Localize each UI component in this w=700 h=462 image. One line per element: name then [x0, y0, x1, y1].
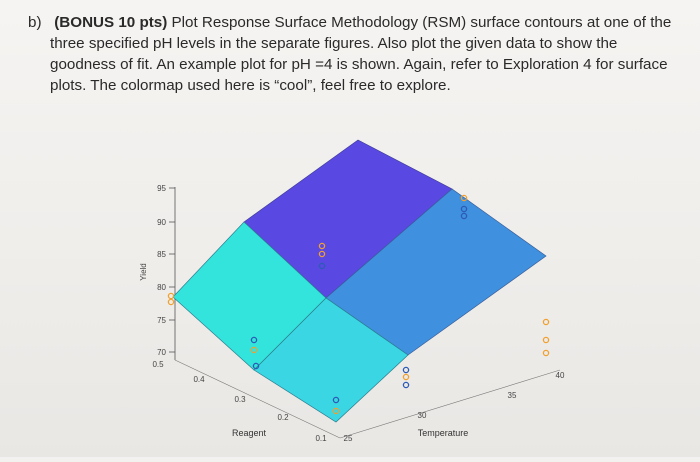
temperature-tick-label: 35 — [508, 391, 517, 400]
data-point — [167, 298, 175, 306]
reagent-tick-label: 0.5 — [152, 360, 164, 369]
z-tick-label: 85 — [157, 250, 166, 259]
temperature-tick-label: 25 — [344, 434, 353, 443]
z-tick-label: 95 — [157, 184, 166, 193]
reagent-tick-label: 0.3 — [234, 395, 246, 404]
z-tick-label: 75 — [157, 316, 166, 325]
temperature-axis-label: Temperature — [418, 428, 469, 438]
data-point — [460, 194, 468, 202]
data-point — [318, 242, 326, 250]
z-tick-label: 80 — [157, 283, 166, 292]
temperature-tick-label: 40 — [556, 371, 565, 380]
data-point — [542, 349, 550, 357]
question-label: b) — [28, 14, 42, 31]
temperature-axis-line — [339, 369, 561, 439]
reagent-tick-label: 0.2 — [277, 413, 289, 422]
data-point — [318, 250, 326, 258]
data-point — [250, 346, 258, 354]
surface-patch-low-front — [253, 297, 409, 423]
data-point — [318, 262, 326, 270]
reagent-axis-label: Reagent — [232, 428, 267, 438]
data-point — [402, 381, 410, 389]
data-point — [167, 292, 175, 300]
data-point — [250, 336, 258, 344]
z-tick-label: 90 — [157, 218, 166, 227]
data-point — [252, 362, 260, 370]
z-tick-label: 70 — [157, 348, 166, 357]
data-point — [460, 212, 468, 220]
reagent-tick-label: 0.4 — [193, 375, 205, 384]
data-point — [402, 373, 410, 381]
data-point — [332, 396, 340, 404]
data-point — [542, 336, 550, 344]
data-point — [542, 318, 550, 326]
z-axis-label: Yield — [139, 263, 148, 281]
bonus-label: (BONUS 10 pts) — [54, 14, 168, 31]
reagent-axis-line — [174, 359, 341, 439]
data-point — [460, 205, 468, 213]
data-point — [332, 407, 340, 415]
reagent-tick-label: 0.1 — [315, 434, 327, 443]
data-point — [402, 366, 410, 374]
question-body: Plot Response Surface Methodology (RSM) … — [50, 14, 672, 94]
question-text: b) (BONUS 10 pts) Plot Response Surface … — [28, 12, 680, 96]
temperature-tick-label: 30 — [418, 411, 427, 420]
